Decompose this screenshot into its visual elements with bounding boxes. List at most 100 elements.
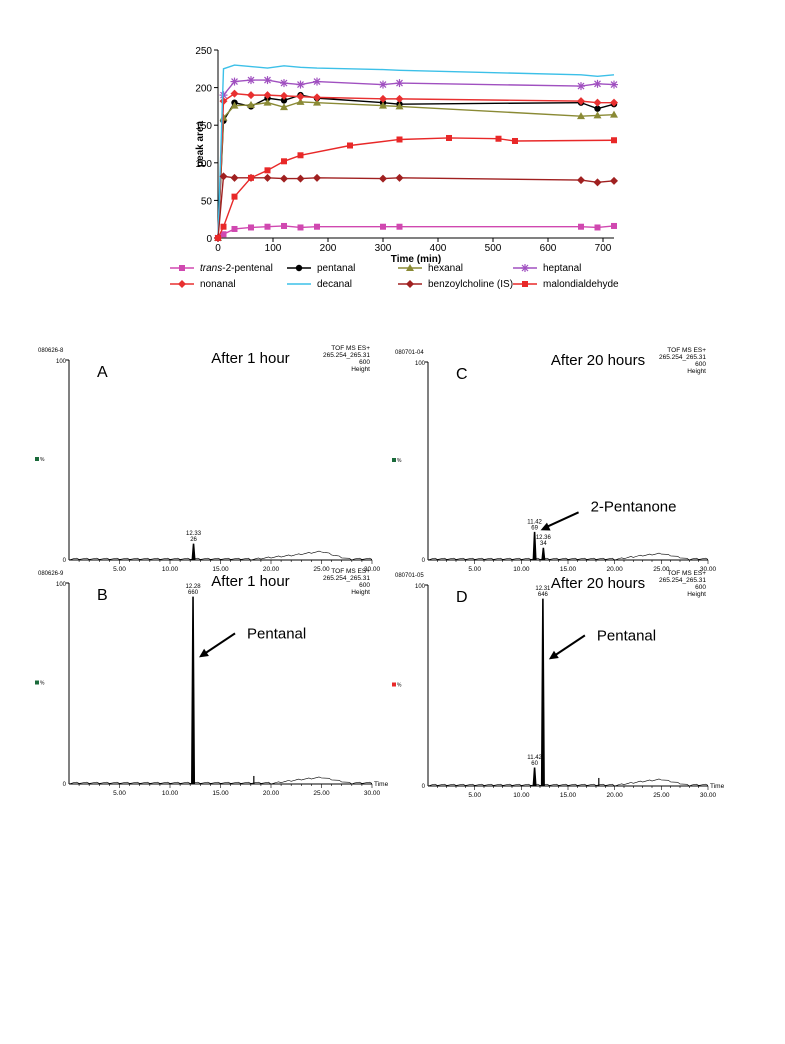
panel-side-label: % xyxy=(40,681,45,687)
data-point xyxy=(230,77,239,86)
star-stroke xyxy=(610,81,618,89)
legend-entry: malondialdehyde xyxy=(543,279,619,290)
panel-letter: D xyxy=(456,589,468,606)
panel-trace-info: 265.254_265.31 xyxy=(323,575,370,582)
legend-entry: heptanal xyxy=(543,263,581,274)
panel-trace-info: 265.254_265.31 xyxy=(659,354,706,361)
panel-side-marker xyxy=(392,458,396,462)
star-stroke xyxy=(594,80,601,88)
data-point xyxy=(247,100,255,108)
data-point xyxy=(593,98,602,107)
annotation-label: 2-Pentanone xyxy=(591,498,677,515)
panel-x-tick-label: 5.00 xyxy=(113,566,126,573)
data-point xyxy=(297,152,304,159)
panel-y-top-label: 100 xyxy=(415,361,426,367)
annotation-arrow-head xyxy=(540,522,551,531)
y-tick-label: 250 xyxy=(195,46,212,57)
legend-entry: trans-2-pentenal xyxy=(200,263,273,274)
data-point xyxy=(280,97,288,104)
panel-x-tick-label: 10.00 xyxy=(513,792,530,799)
data-point xyxy=(577,97,585,106)
panel-trace-info: 600 xyxy=(359,582,370,589)
data-point xyxy=(280,103,288,111)
data-point xyxy=(379,174,387,183)
data-point xyxy=(594,224,601,231)
peak-retention-label: 12.33 xyxy=(186,531,202,537)
data-point xyxy=(313,98,321,106)
x-tick-label: 600 xyxy=(540,243,557,254)
panel-x-tick-label: 30.00 xyxy=(364,566,381,573)
chromatogram-panel-B: 080626-9 TOF MS ES+265.254_265.31600Heigh… xyxy=(35,568,389,797)
panel-file-id: 080701-05 xyxy=(395,573,424,579)
panel-side-marker xyxy=(35,680,39,685)
legend-swatch-marker xyxy=(295,264,303,272)
panel-x-axis-word: Time xyxy=(374,781,389,788)
data-point xyxy=(220,231,227,238)
panel-title: After 1 hour xyxy=(211,350,289,367)
panel-trace-info: Height xyxy=(687,368,706,375)
panel-x-tick-label: 5.00 xyxy=(468,792,481,799)
panel-letter: B xyxy=(97,587,108,604)
data-point xyxy=(611,222,617,229)
data-point xyxy=(395,94,404,103)
panel-baseline-trace xyxy=(68,776,373,785)
panel-trace-info: TOF MS ES+ xyxy=(331,568,370,575)
data-point xyxy=(593,79,602,88)
legend-swatch-marker xyxy=(406,264,414,271)
panel-x-tick-label: 20.00 xyxy=(263,790,280,797)
data-point xyxy=(263,98,272,106)
data-point xyxy=(396,223,403,230)
panel-x-tick-label: 10.00 xyxy=(162,566,179,573)
chromatogram-peak xyxy=(191,543,196,561)
panel-file-id: 080701-04 xyxy=(395,350,424,356)
star-stroke xyxy=(247,76,255,84)
x-tick-label: 700 xyxy=(595,243,612,254)
x-tick-label: 100 xyxy=(265,243,282,254)
star-stroke xyxy=(396,79,403,87)
data-point xyxy=(215,235,221,241)
legend-swatch-marker xyxy=(178,280,186,288)
data-point xyxy=(610,80,618,89)
data-point xyxy=(263,76,272,85)
y-tick-label: 100 xyxy=(195,159,212,170)
star-stroke xyxy=(577,82,585,90)
data-point xyxy=(593,111,602,119)
data-point xyxy=(593,178,602,187)
data-point xyxy=(281,158,287,165)
panel-y-top-label: 100 xyxy=(56,582,67,588)
star-stroke xyxy=(264,76,271,84)
chromatogram-panel-C: 080701-04 TOF MS ES+265.254_265.31600Heig… xyxy=(392,347,717,573)
x-tick-label: 400 xyxy=(430,243,447,254)
peak-height-label: 26 xyxy=(190,537,197,543)
data-point xyxy=(263,173,272,182)
x-axis-label: Time (min) xyxy=(391,254,441,265)
panel-y-zero-label: 0 xyxy=(63,558,67,564)
data-point xyxy=(264,223,271,230)
data-point xyxy=(495,135,502,142)
panel-side-label: % xyxy=(397,683,402,689)
star-stroke xyxy=(313,78,321,86)
panel-x-tick-label: 25.00 xyxy=(653,566,670,573)
star-stroke xyxy=(379,81,387,89)
series-line-7 xyxy=(217,137,615,239)
data-point xyxy=(578,223,584,230)
panel-title: After 20 hours xyxy=(551,575,645,592)
data-point xyxy=(313,77,321,86)
panel-y-zero-label: 0 xyxy=(63,782,67,788)
panel-side-label: % xyxy=(40,457,45,463)
panel-side-label: % xyxy=(397,458,402,464)
chromatogram-panel-D: 080701-05 TOF MS ES+265.254_265.31600Heig… xyxy=(392,570,725,799)
data-point xyxy=(313,173,321,182)
panel-y-top-label: 100 xyxy=(56,359,67,365)
peak-retention-label: 11.42 xyxy=(527,755,542,761)
chromatogram-panel-A: 080626-8 TOF MS ES+265.254_265.31600Heigh… xyxy=(35,345,381,573)
series-line-2 xyxy=(217,101,615,239)
data-point xyxy=(395,102,404,110)
data-point xyxy=(231,225,238,232)
panel-x-axis-word: Time xyxy=(710,783,725,790)
data-point xyxy=(219,172,228,181)
panel-x-tick-label: 15.00 xyxy=(212,790,229,797)
panel-title: After 20 hours xyxy=(551,352,645,369)
legend-swatch-marker xyxy=(179,265,185,271)
panel-x-tick-label: 20.00 xyxy=(263,566,280,573)
